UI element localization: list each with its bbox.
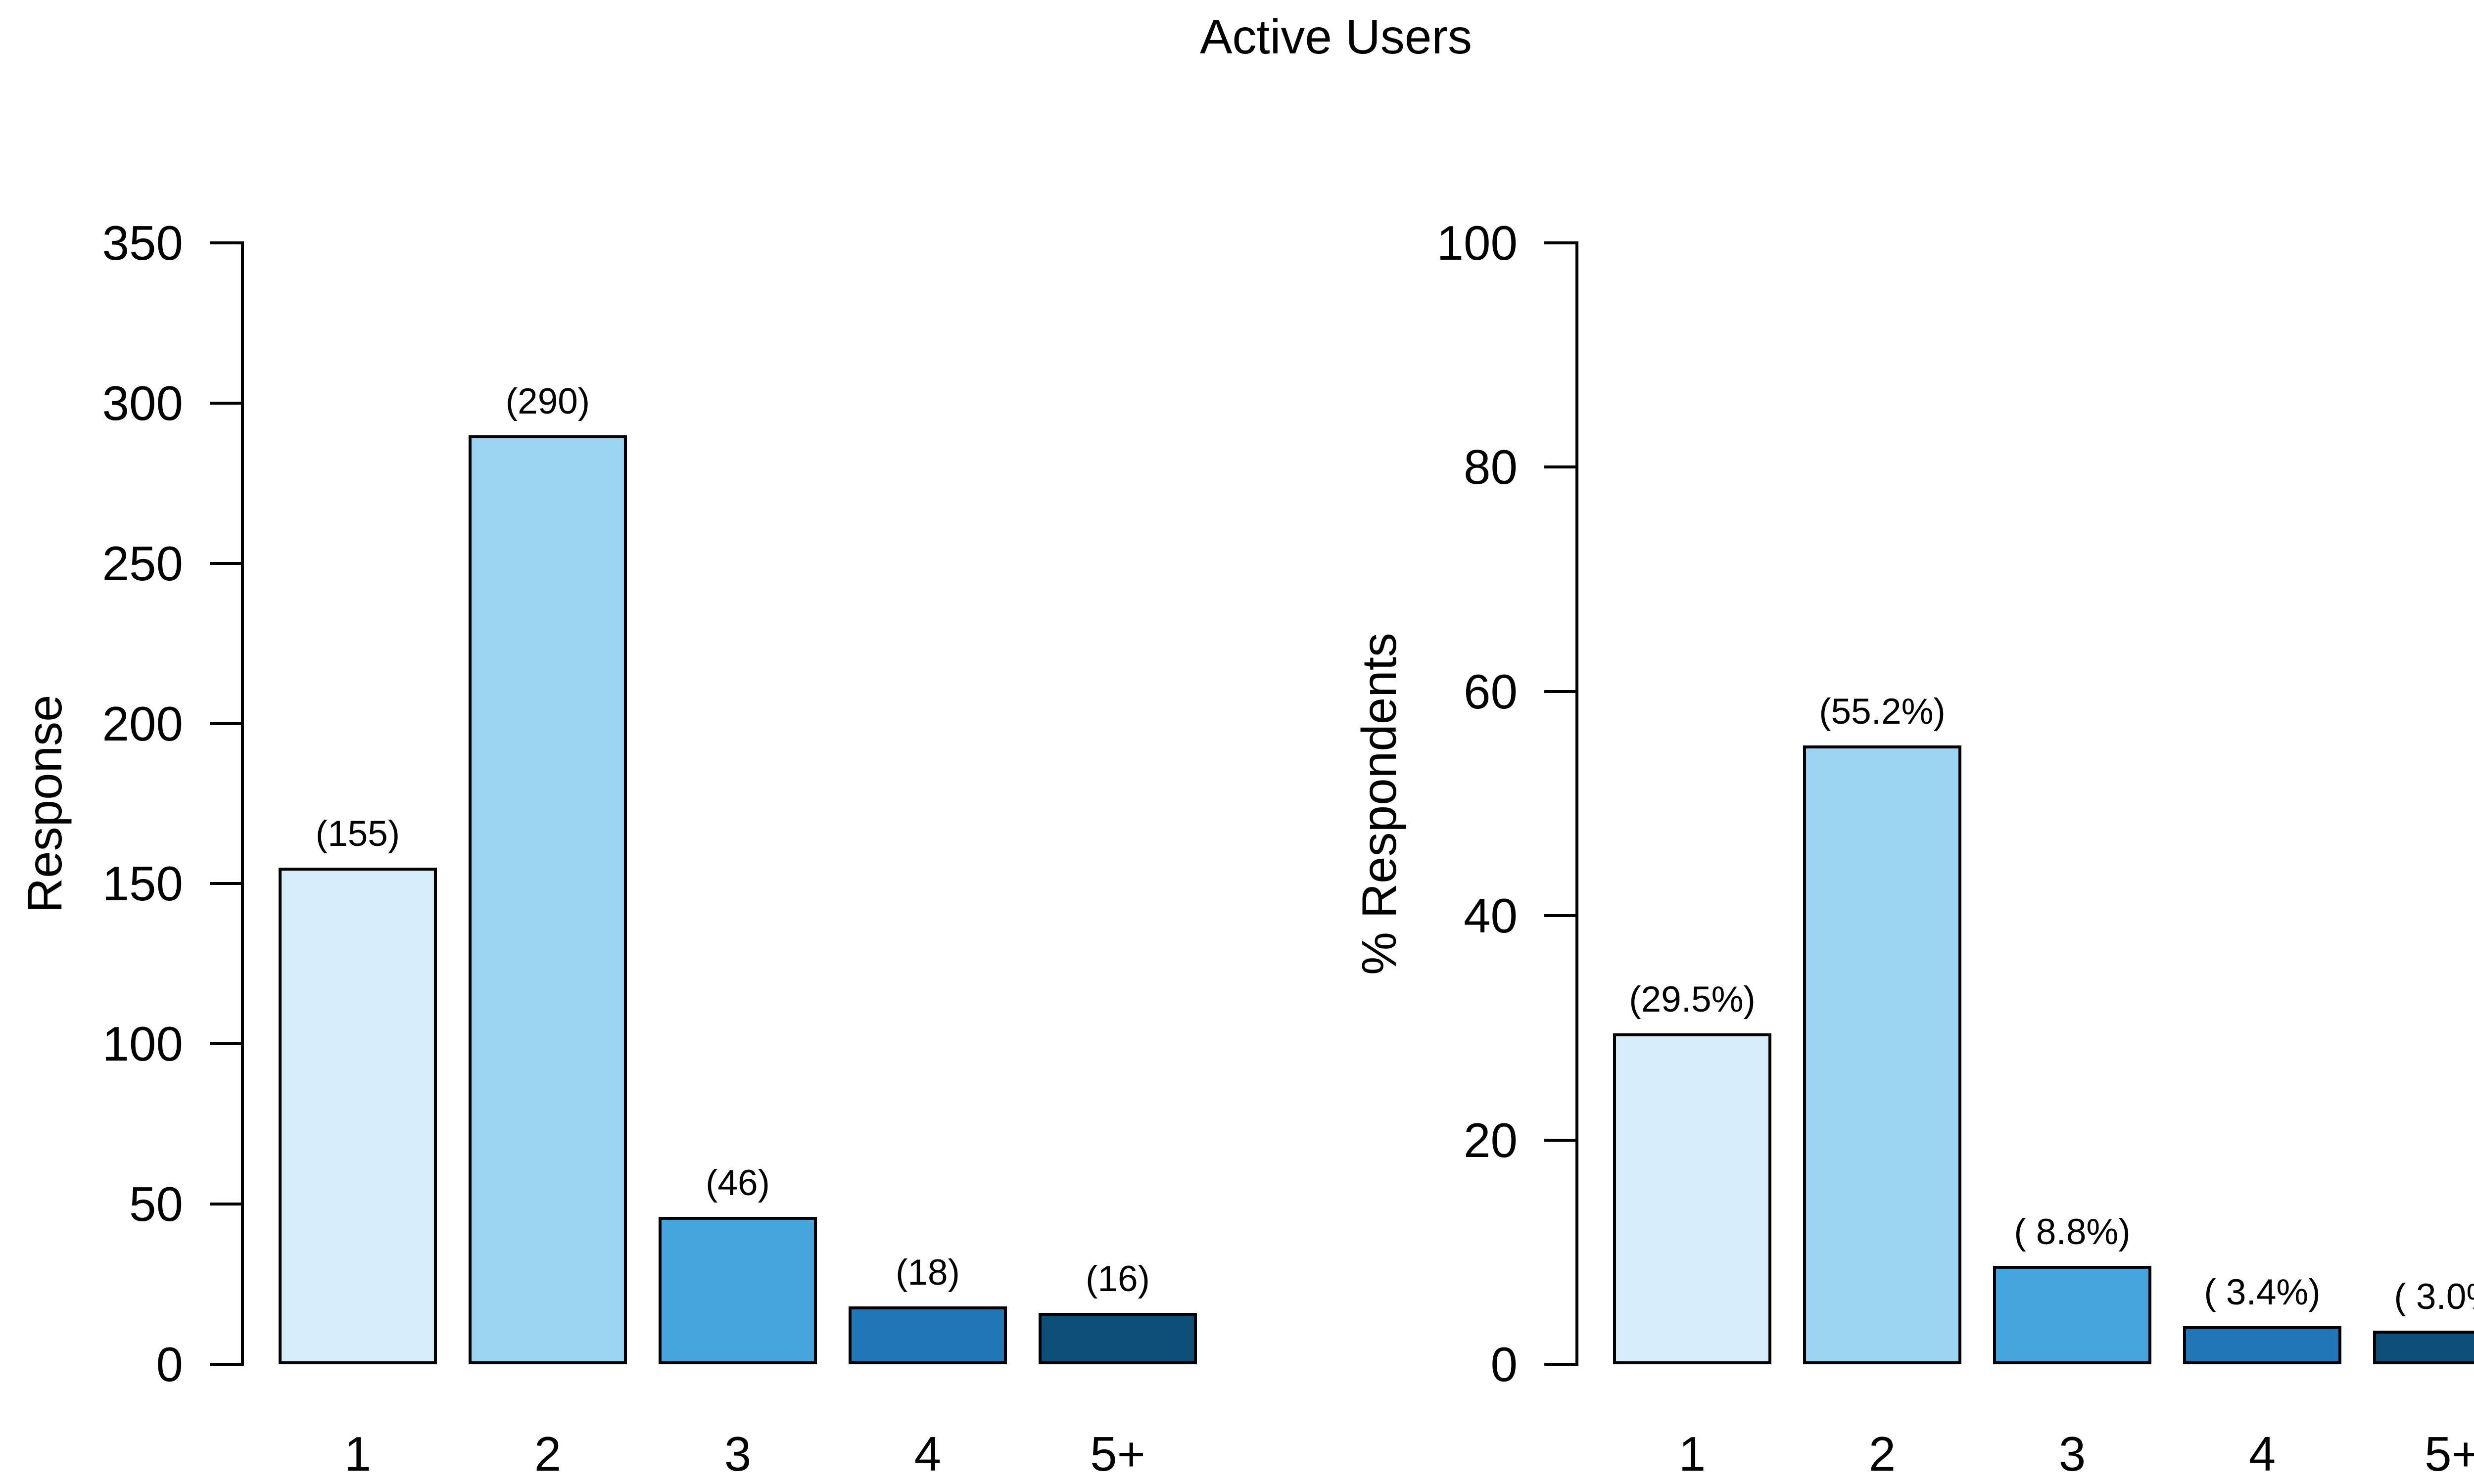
bar-1 <box>1613 1033 1771 1364</box>
y-tick-label: 0 <box>1490 1337 1518 1391</box>
y-tick <box>210 241 241 244</box>
bar-5+ <box>1039 1313 1197 1364</box>
y-tick-label: 200 <box>102 696 183 751</box>
bar-value-label: (46) <box>706 1163 770 1203</box>
y-tick-label: 100 <box>102 1017 183 1071</box>
y-tick-label: 350 <box>102 216 183 270</box>
y-tick <box>1544 1138 1575 1142</box>
y-axis-title: % Respondents <box>1352 632 1406 975</box>
category-label-3: 3 <box>724 1427 752 1481</box>
y-tick <box>210 1042 241 1046</box>
chart-title: Active Users <box>1199 9 1472 64</box>
category-label-2: 2 <box>1868 1427 1896 1481</box>
y-tick-label: 40 <box>1463 888 1518 943</box>
y-axis <box>241 241 244 1366</box>
bar-value-label: ( 8.8%) <box>2014 1212 2131 1252</box>
y-tick-label: 60 <box>1463 664 1518 719</box>
category-label-1: 1 <box>344 1427 372 1481</box>
y-tick-label: 250 <box>102 536 183 591</box>
bar-value-label: (18) <box>896 1252 960 1293</box>
category-label-4: 4 <box>2248 1427 2276 1481</box>
bar-5+ <box>2373 1331 2474 1364</box>
bar-value-label: (55.2%) <box>1819 692 1946 732</box>
y-tick-label: 80 <box>1463 440 1518 495</box>
bar-value-label: (16) <box>1086 1259 1150 1299</box>
bar-2 <box>1803 745 1961 1364</box>
y-tick <box>1544 690 1575 693</box>
category-label-2: 2 <box>534 1427 562 1481</box>
bar-1 <box>279 868 437 1364</box>
bar-value-label: (29.5%) <box>1629 979 1756 1020</box>
y-axis <box>1575 241 1578 1366</box>
category-label-3: 3 <box>2058 1427 2086 1481</box>
category-label-4: 4 <box>914 1427 942 1481</box>
y-tick <box>210 1363 241 1366</box>
y-tick-label: 50 <box>129 1177 183 1232</box>
bar-value-label: (155) <box>315 814 400 854</box>
category-label-5+: 5+ <box>1090 1427 1145 1481</box>
y-tick <box>210 561 241 565</box>
bar-3 <box>1993 1266 2151 1364</box>
y-tick-label: 150 <box>102 856 183 911</box>
y-tick <box>210 882 241 885</box>
category-label-1: 1 <box>1678 1427 1706 1481</box>
bar-value-label: ( 3.0%) <box>2394 1277 2474 1317</box>
bar-3 <box>659 1217 817 1364</box>
bar-4 <box>2183 1326 2341 1364</box>
y-tick <box>1544 241 1575 244</box>
y-tick <box>1544 465 1575 469</box>
y-tick <box>1544 914 1575 918</box>
bar-value-label: ( 3.4%) <box>2204 1272 2321 1312</box>
y-tick <box>210 722 241 725</box>
y-tick <box>210 1203 241 1206</box>
y-axis-title: Response <box>17 694 72 913</box>
y-tick <box>210 401 241 405</box>
y-tick-label: 100 <box>1436 216 1518 270</box>
category-label-5+: 5+ <box>2425 1427 2474 1481</box>
bar-4 <box>849 1306 1007 1364</box>
y-tick-label: 20 <box>1463 1113 1518 1167</box>
bar-value-label: (290) <box>505 381 590 421</box>
y-tick-label: 300 <box>102 375 183 430</box>
bar-2 <box>469 435 627 1364</box>
y-tick <box>1544 1363 1575 1366</box>
y-tick-label: 0 <box>156 1337 183 1391</box>
